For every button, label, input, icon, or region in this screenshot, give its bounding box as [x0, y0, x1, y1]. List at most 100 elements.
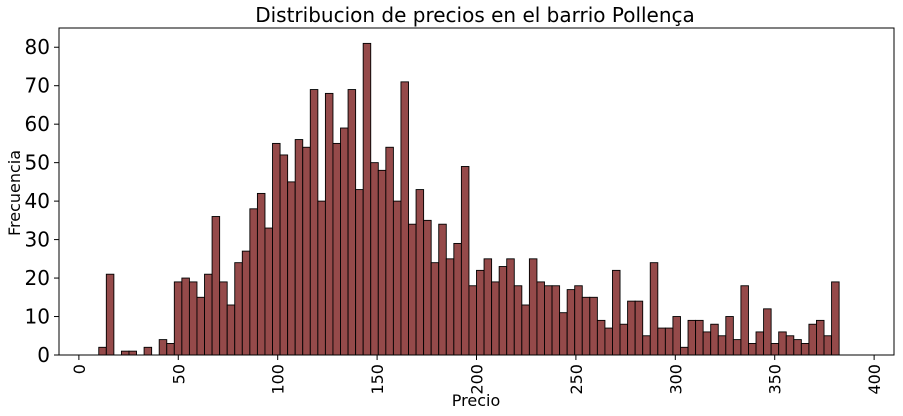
histogram-bar — [491, 281, 500, 356]
histogram-bar — [627, 300, 636, 356]
histogram-bar — [362, 42, 372, 356]
histogram-bar — [506, 258, 515, 356]
histogram-bar — [445, 258, 455, 356]
x-tick-label: 200 — [468, 364, 487, 395]
histogram-bar — [596, 319, 606, 356]
histogram-bar — [241, 250, 251, 356]
histogram-bar — [702, 331, 712, 356]
histogram-bar — [551, 285, 561, 356]
histogram-bar — [279, 154, 289, 356]
histogram-bar — [226, 304, 236, 356]
histogram-bar — [249, 208, 258, 356]
histogram-bar — [438, 223, 447, 356]
histogram-bar — [302, 146, 311, 356]
x-tick-label: 0 — [70, 364, 89, 374]
histogram-bar — [188, 281, 198, 356]
histogram-bar — [128, 350, 137, 356]
y-tick-label: 10 — [25, 305, 50, 329]
histogram-bar — [748, 343, 757, 356]
histogram-bar — [196, 296, 205, 356]
histogram-bar — [536, 281, 545, 356]
histogram-bar — [408, 223, 417, 356]
histogram-bar — [415, 189, 425, 356]
histogram-bar — [181, 277, 190, 356]
y-tick-label: 30 — [25, 228, 50, 252]
histogram-bar — [264, 227, 273, 356]
histogram-bar — [521, 304, 530, 356]
histogram-bar — [664, 327, 674, 356]
histogram-bar — [725, 316, 734, 356]
histogram-bar — [173, 281, 183, 356]
chart-title: Distribucion de precios en el barrio Pol… — [255, 3, 695, 27]
histogram-bar — [483, 258, 493, 356]
histogram-bar — [309, 89, 319, 356]
histogram-bar — [204, 273, 213, 356]
x-tick-label: 300 — [666, 364, 685, 395]
histogram-bar — [763, 308, 772, 356]
histogram-bar — [453, 242, 462, 356]
histogram-bar — [355, 189, 364, 356]
histogram-bar — [778, 331, 787, 356]
y-tick-label: 0 — [37, 343, 50, 367]
histogram-bar — [377, 169, 387, 356]
histogram-bar — [680, 346, 689, 356]
histogram-bar — [732, 339, 742, 356]
histogram-bar — [272, 142, 281, 356]
y-tick-label: 40 — [25, 189, 50, 213]
histogram-bar — [589, 296, 598, 356]
histogram-bar — [498, 266, 508, 356]
histogram-bar — [166, 343, 175, 356]
histogram-bar — [219, 281, 228, 356]
histogram-bar — [687, 319, 697, 356]
histogram-bar — [120, 350, 130, 356]
histogram-bar — [234, 262, 243, 356]
histogram-bar — [105, 273, 115, 356]
histogram-bar — [808, 323, 817, 356]
histogram-bar — [317, 200, 326, 356]
x-axis-label: Precio — [452, 391, 500, 410]
x-tick-label: 250 — [567, 364, 586, 395]
histogram-bar — [256, 192, 266, 356]
histogram-bar — [672, 316, 681, 356]
y-tick-label: 80 — [25, 35, 50, 59]
histogram-bar — [634, 300, 644, 356]
histogram-bar — [468, 285, 477, 356]
histogram-bar — [710, 323, 719, 356]
histogram-bar — [392, 200, 402, 356]
histogram-bar — [566, 289, 576, 356]
histogram-bar — [770, 343, 780, 356]
histogram-bar — [423, 219, 432, 356]
histogram-bar — [211, 216, 221, 356]
plot-frame — [58, 27, 895, 356]
y-ticks: 0 10 20 30 40 50 60 70 80 — [25, 35, 59, 367]
y-tick-label: 70 — [25, 74, 50, 98]
histogram-bar — [430, 262, 440, 356]
histogram-bar — [400, 81, 409, 356]
bars-group — [98, 42, 840, 356]
histogram-bar — [581, 296, 591, 356]
histogram-bar — [287, 181, 296, 356]
y-tick-label: 20 — [25, 266, 50, 290]
histogram-bar — [370, 162, 379, 356]
histogram-bar — [619, 323, 629, 356]
x-tick-label: 400 — [865, 364, 884, 395]
histogram-bar — [544, 285, 553, 356]
histogram-bar — [476, 269, 485, 356]
histogram-bar — [816, 319, 825, 356]
histogram-bar — [460, 166, 470, 356]
histogram-bar — [528, 258, 538, 356]
x-tick-label: 350 — [766, 364, 785, 395]
histogram-bar — [143, 346, 153, 356]
histogram-bar — [385, 146, 394, 356]
histogram-bar — [785, 335, 795, 356]
histogram-bar — [604, 327, 613, 356]
histogram-bar — [642, 335, 651, 356]
histogram-bar — [755, 331, 765, 356]
x-tick-label: 100 — [269, 364, 288, 395]
y-tick-label: 60 — [25, 112, 50, 136]
histogram-bar — [800, 343, 810, 356]
histogram-bar — [347, 89, 357, 356]
histogram-bar — [695, 319, 704, 356]
x-ticks: 0 50 100 150 200 250 300 350 400 — [70, 355, 884, 395]
